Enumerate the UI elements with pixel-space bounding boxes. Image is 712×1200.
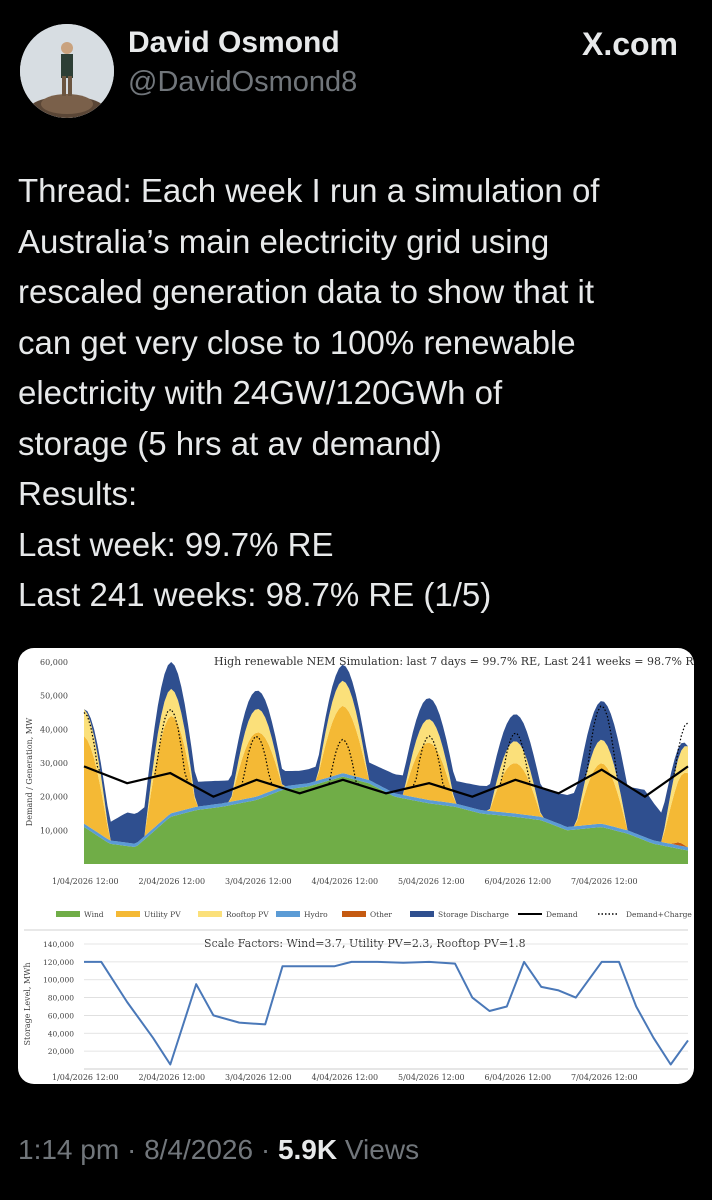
tweet-meta: 1:14 pm · 8/4/2026 · 5.9K Views xyxy=(18,1134,419,1166)
legend-label: Utility PV xyxy=(144,910,181,919)
chart1-ytick: 30,000 xyxy=(40,759,68,768)
chart1-ytick: 60,000 xyxy=(40,658,68,667)
legend-label: Rooftop PV xyxy=(226,910,269,919)
chart2-ytick: 20,000 xyxy=(48,1047,74,1056)
tweet-text: Thread: Each week I run a simulation of … xyxy=(18,166,688,621)
views-label: Views xyxy=(337,1134,420,1165)
chart2-ytick: 140,000 xyxy=(43,940,74,949)
chart-image: High renewable NEM Simulation: last 7 da… xyxy=(23,655,694,1082)
legend-label: Other xyxy=(370,910,392,919)
tweet-media-image[interactable]: High renewable NEM Simulation: last 7 da… xyxy=(18,648,694,1084)
tweet-line: Thread: Each week I run a simulation of xyxy=(18,172,600,209)
meta-separator: · xyxy=(119,1134,145,1165)
legend-swatch xyxy=(116,911,140,917)
area-rooftop-pv xyxy=(84,680,688,844)
chart1-ytick: 40,000 xyxy=(40,725,68,734)
chart2-xtick: 5/04/2026 12:00 xyxy=(398,1073,465,1082)
tweet-line: Last week: 99.7% RE xyxy=(18,525,334,563)
chart1-xtick: 2/04/2026 12:00 xyxy=(139,877,206,886)
tweet-line: can get very close to 100% renewable xyxy=(18,323,576,361)
line-demand xyxy=(83,765,689,799)
tweet-line: Last 241 weeks: 98.7% RE (1/5) xyxy=(18,576,492,613)
legend-label: Wind xyxy=(84,910,104,919)
chart2-xtick: 6/04/2026 12:00 xyxy=(485,1073,552,1082)
legend-label: Demand xyxy=(546,910,578,919)
chart2-xtick: 1/04/2026 12:00 xyxy=(52,1073,119,1082)
chart1-xtick: 7/04/2026 12:00 xyxy=(571,877,638,886)
chart1-ylabel: Demand / Generation, MW xyxy=(25,717,34,826)
chart2-xtick: 7/04/2026 12:00 xyxy=(571,1073,638,1082)
area-utility-pv xyxy=(84,705,688,848)
tweet-line: storage (5 hrs at av demand) xyxy=(18,424,442,462)
chart2-ylabel: Storage Level, MWh xyxy=(23,962,32,1045)
tweet-line: electricity with 24GW/120GWh of xyxy=(18,374,503,411)
x-logo: X.com xyxy=(581,26,678,62)
author-name[interactable]: David Osmond xyxy=(128,26,340,59)
legend-swatch xyxy=(276,911,300,917)
tweet-line: Results: xyxy=(18,475,138,512)
line-storage-level xyxy=(84,960,689,1066)
chart2-title: Scale Factors: Wind=3.7, Utility PV=2.3,… xyxy=(204,937,526,950)
author-avatar[interactable] xyxy=(20,24,114,118)
chart2-xtick: 3/04/2026 12:00 xyxy=(225,1073,292,1082)
chart2-xtick: 4/04/2026 12:00 xyxy=(312,1073,379,1082)
views-count: 5.9K xyxy=(277,1134,338,1165)
chart1-ytick: 10,000 xyxy=(40,826,68,835)
chart1-ytick: 50,000 xyxy=(40,692,68,701)
chart2-ytick: 120,000 xyxy=(43,958,74,967)
avatar-photo-icon xyxy=(20,24,114,118)
meta-separator: · xyxy=(253,1134,278,1165)
author-handle[interactable]: @DavidOsmond8 xyxy=(128,66,358,98)
chart2-ytick: 80,000 xyxy=(48,994,74,1003)
legend-swatch xyxy=(410,911,434,917)
chart2-ytick: 60,000 xyxy=(48,1011,74,1020)
chart1-xtick: 6/04/2026 12:00 xyxy=(485,877,552,886)
legend-swatch xyxy=(198,911,222,917)
legend-swatch xyxy=(342,911,366,917)
legend-label: Hydro xyxy=(304,910,328,919)
tweet-line: Australia’s main electricity grid using xyxy=(18,222,550,260)
area-wind xyxy=(84,776,688,864)
chart1-xtick: 4/04/2026 12:00 xyxy=(312,877,379,886)
tweet-date[interactable]: 8/4/2026 xyxy=(144,1134,254,1165)
chart1-xtick: 5/04/2026 12:00 xyxy=(398,877,465,886)
tweet-line: rescaled generation data to show that it xyxy=(18,273,595,310)
chart1-ytick: 20,000 xyxy=(40,793,68,802)
tweet-time[interactable]: 1:14 pm xyxy=(18,1134,120,1165)
legend-label: Demand+Charge xyxy=(626,910,692,919)
legend-label: Storage Discharge xyxy=(438,910,509,919)
chart1-xtick: 3/04/2026 12:00 xyxy=(225,877,292,886)
area-storage-discharge xyxy=(84,662,688,844)
chart1-xtick: 1/04/2026 12:00 xyxy=(52,877,119,886)
chart1-title: High renewable NEM Simulation: last 7 da… xyxy=(214,655,694,668)
legend-swatch xyxy=(56,911,80,917)
chart2-ytick: 40,000 xyxy=(48,1029,74,1038)
chart2-ytick: 100,000 xyxy=(43,976,74,985)
chart2-xtick: 2/04/2026 12:00 xyxy=(139,1073,206,1082)
